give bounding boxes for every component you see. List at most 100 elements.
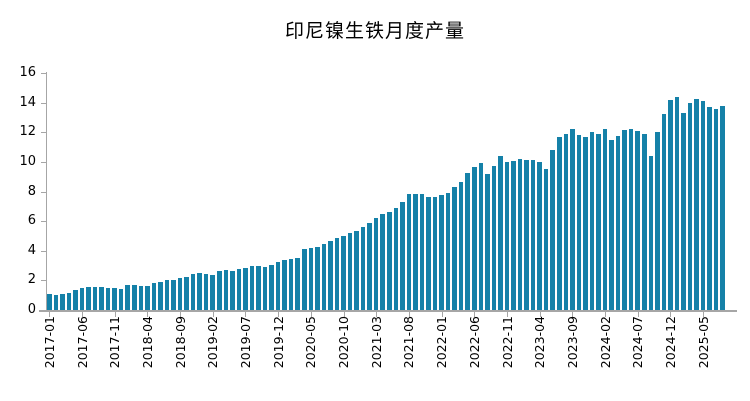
bar-2018-08 <box>171 279 176 310</box>
x-tick-label: 2018-09 <box>172 316 188 369</box>
x-tick-label: 2024-07 <box>630 316 646 369</box>
bar-2025-02 <box>681 112 686 310</box>
x-tick-label: 2017-11 <box>107 316 123 369</box>
x-tick <box>82 312 83 317</box>
y-tick-label: 2 <box>27 272 36 288</box>
bar-2020-08 <box>328 241 333 310</box>
bar-2020-06 <box>315 247 320 310</box>
x-tick <box>49 312 51 317</box>
x-axis-line <box>39 310 737 312</box>
bar-2018-12 <box>197 272 202 310</box>
bar-2017-03 <box>60 294 65 310</box>
bar-2024-01 <box>596 133 601 310</box>
x-tick <box>441 312 443 317</box>
bar-2022-03 <box>452 187 457 310</box>
bar-2023-02 <box>524 160 529 310</box>
bar-2017-10 <box>105 287 111 310</box>
bar-2018-09 <box>177 278 183 310</box>
bar-2023-04 <box>537 161 542 310</box>
y-tick <box>41 250 46 252</box>
bar-2020-05 <box>308 247 314 310</box>
bar-2023-08 <box>563 133 569 310</box>
bar-2022-10 <box>498 155 503 310</box>
bar-2022-02 <box>445 192 451 310</box>
x-tick-label: 2017-01 <box>41 316 57 369</box>
y-tick-label: 8 <box>27 183 36 199</box>
bar-2020-04 <box>302 248 307 310</box>
y-tick-label: 16 <box>19 65 36 80</box>
bar-2023-05 <box>543 169 549 310</box>
bar-2022-06 <box>472 167 477 310</box>
bar-2021-06 <box>393 207 399 310</box>
bar-2017-09 <box>99 287 104 310</box>
bar-2020-03 <box>295 258 300 310</box>
bar-2024-07 <box>635 130 640 310</box>
bar-2019-03 <box>217 270 222 310</box>
bar-2025-06 <box>707 107 712 310</box>
bar-2021-08 <box>406 194 412 310</box>
x-tick-label: 2025-05 <box>695 316 711 369</box>
bar-2019-07 <box>243 267 248 310</box>
bar-2018-07 <box>164 280 170 310</box>
bar-2021-03 <box>373 218 379 310</box>
bar-2022-01 <box>439 195 444 310</box>
x-tick-label: 2022-01 <box>434 316 450 369</box>
x-tick-label: 2022-11 <box>499 316 515 369</box>
bar-2019-02 <box>210 275 215 310</box>
x-tick <box>343 312 345 317</box>
bar-2021-10 <box>419 194 425 310</box>
y-tick <box>41 280 46 282</box>
y-tick-label: 4 <box>27 242 36 258</box>
bar-2020-09 <box>334 238 340 310</box>
bar-2022-09 <box>491 165 497 310</box>
bar-2024-09 <box>648 155 654 310</box>
bar-2017-07 <box>86 287 91 310</box>
bar-2018-04 <box>145 286 150 310</box>
x-tick-label: 2019-07 <box>237 316 253 369</box>
bar-2017-01 <box>47 294 52 310</box>
bar-2021-12 <box>432 197 438 310</box>
y-tick-label: 6 <box>27 213 36 229</box>
bar-2018-01 <box>125 284 130 310</box>
bar-2024-06 <box>628 129 634 310</box>
bar-2022-04 <box>458 181 464 310</box>
x-tick-label: 2023-09 <box>564 316 580 369</box>
bar-2025-01 <box>674 96 680 310</box>
bar-2025-07 <box>713 109 719 310</box>
x-tick-label: 2020-05 <box>303 316 319 369</box>
bar-2020-02 <box>288 258 294 310</box>
bar-2017-08 <box>92 287 98 310</box>
x-tick-label: 2023-04 <box>532 316 548 369</box>
bar-2019-04 <box>223 270 229 310</box>
y-tick <box>41 73 46 74</box>
x-tick <box>114 312 116 317</box>
bar-2018-02 <box>132 284 137 310</box>
bar-2021-11 <box>426 197 431 310</box>
bar-2017-06 <box>79 287 85 310</box>
bar-2017-02 <box>53 295 59 310</box>
bar-2022-12 <box>511 161 516 310</box>
x-tick-label: 2019-12 <box>270 316 286 369</box>
bar-2025-04 <box>694 98 699 310</box>
x-tick <box>278 312 280 317</box>
x-tick-label: 2021-03 <box>368 316 384 369</box>
bar-2024-08 <box>642 133 647 310</box>
x-tick <box>605 312 606 317</box>
bar-2020-01 <box>282 260 287 310</box>
y-tick <box>41 191 46 193</box>
x-tick-label: 2018-04 <box>139 316 155 369</box>
bar-2021-05 <box>387 212 392 310</box>
bar-2025-08 <box>720 106 725 310</box>
bar-2022-11 <box>504 161 510 310</box>
y-tick <box>41 102 46 104</box>
y-tick-label: 14 <box>19 94 36 110</box>
bar-2024-12 <box>668 100 673 310</box>
bar-2019-12 <box>275 261 281 310</box>
x-tick-label: 2024-02 <box>597 316 613 369</box>
x-tick <box>408 312 410 317</box>
x-tick-label: 2020-10 <box>336 316 351 369</box>
bar-2021-07 <box>400 201 405 310</box>
bar-2022-05 <box>465 172 470 310</box>
bar-2023-11 <box>583 137 588 310</box>
